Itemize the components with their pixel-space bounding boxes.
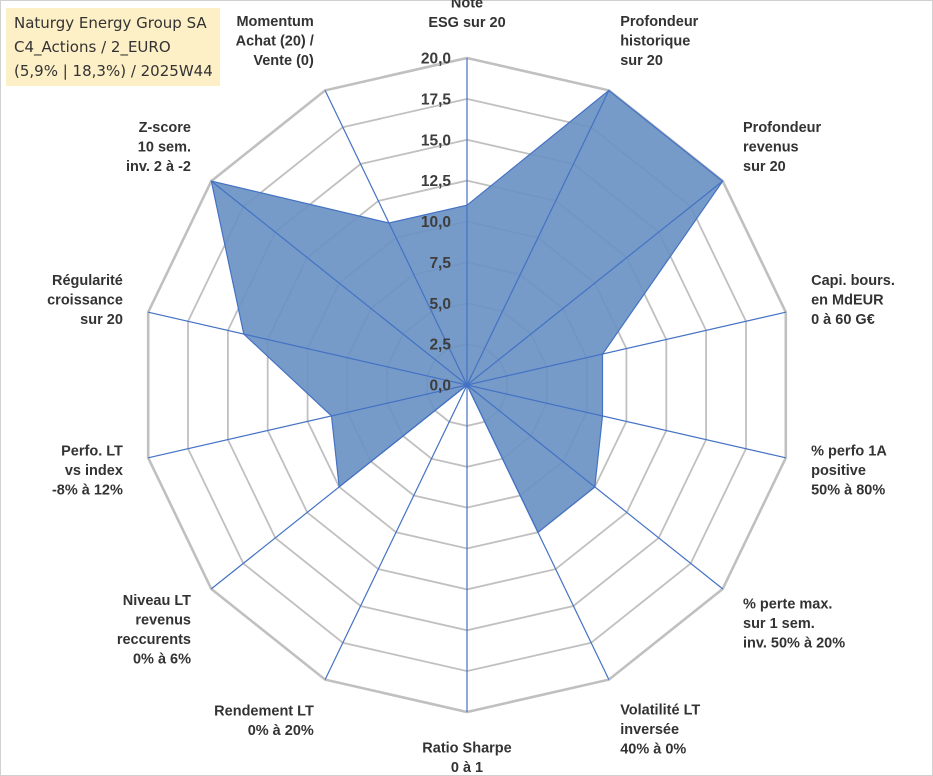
title-line-2: C4_Actions / 2_EURO [14,38,171,56]
axis-label-line: revenus [743,139,799,155]
axis-label-line: Ratio Sharpe [422,741,511,757]
axis-label-line: -8% à 12% [52,482,123,498]
tick-label: 12,5 [421,173,452,190]
axis-label-line: historique [620,33,690,49]
axis-label-line: 0 à 1 [451,760,483,776]
axis-label-7: Ratio Sharpe 0 à 1 [422,741,511,776]
axis-label-12: Z-score 10 sem. inv. 2 à -2 [126,120,191,175]
tick-layer: 0,0 2,5 5,0 7,5 10,0 12,5 15,0 17,5 20,0 [421,51,452,395]
axis-label-layer: Note ESG sur 20 Profondeur historique sur 20… [47,0,895,776]
axis-spoke-12 [210,180,468,386]
axis-label-line: sur 20 [80,312,123,328]
axis-label-3: Capi. bours. en MdEUR 0 à 60 G€ [811,273,895,328]
axis-label-line: Rendement LT [214,704,314,720]
axis-label-line: inversée [620,722,679,738]
axis-label-line: Profondeur [743,120,821,136]
axis-label-line: sur 20 [743,159,786,175]
chart-title-box: Naturgy Energy Group SA C4_Actions / 2_E… [6,8,220,86]
axis-label-line: 0% à 20% [248,723,314,739]
axis-spoke-8 [324,384,468,680]
axis-label-5: % perte max. sur 1 sem. inv. 50% à 20% [743,597,845,652]
axis-label-line: Z-score [139,120,191,136]
spoke-layer [148,58,786,712]
axis-label-line: positive [811,463,866,479]
axis-label-8: Rendement LT 0% à 20% [214,704,314,740]
title-line-1: Naturgy Energy Group SA [14,14,207,32]
tick-label: 7,5 [429,255,451,272]
axis-label-line: Profondeur [620,14,698,30]
axis-label-line: 0% à 6% [133,651,191,667]
axis-label-line: inv. 2 à -2 [126,159,191,175]
tick-label: 5,0 [429,296,451,313]
axis-label-1: Profondeur historique sur 20 [620,14,698,69]
axis-spoke-9 [210,384,468,590]
axis-spoke-11 [148,311,468,386]
axis-label-4: % perfo 1A positive 50% à 80% [811,443,887,498]
axis-label-6: Volatilité LT inversée 40% à 0% [620,703,700,758]
axis-spoke-6 [466,384,610,680]
axis-label-line: 40% à 0% [620,742,686,758]
axis-label-13: Momentum Achat (20) / Vente (0) [236,14,314,69]
axis-label-line: Perfo. LT [61,443,123,459]
axis-label-line: % perte max. [743,597,832,613]
axis-label-line: croissance [47,293,123,309]
axis-label-11: Régularité croissance sur 20 [47,273,123,328]
title-line-3: (5,9% | 18,3%) / 2025W44 [14,62,213,80]
axis-label-line: 0 à 60 G€ [811,312,875,328]
axis-label-0: Note ESG sur 20 [428,0,505,31]
axis-spoke-4 [466,384,786,459]
axis-label-line: revenus [135,612,191,628]
axis-label-line: Volatilité LT [620,703,700,719]
axis-label-line: Momentum [236,14,313,30]
axis-label-line: reccurents [117,632,191,648]
axis-label-line: Achat (20) / [236,33,314,49]
tick-label: 20,0 [421,51,451,68]
tick-label: 17,5 [421,91,452,108]
tick-label: 10,0 [421,214,451,231]
axis-label-line: 50% à 80% [811,482,885,498]
axis-label-line: inv. 50% à 20% [743,636,845,652]
axis-label-10: Perfo. LT vs index -8% à 12% [52,443,123,498]
axis-label-line: % perfo 1A [811,443,887,459]
axis-spoke-2 [466,180,724,386]
axis-spoke-1 [466,90,610,386]
axis-label-line: en MdEUR [811,293,884,309]
axis-spoke-10 [148,384,468,459]
axis-spoke-13 [324,90,468,386]
axis-label-line: Note [451,0,483,12]
axis-label-line: ESG sur 20 [428,15,505,31]
axis-spoke-5 [466,384,724,590]
axis-label-line: 10 sem. [138,139,191,155]
axis-label-line: sur 1 sem. [743,616,815,632]
axis-spoke-3 [466,311,786,386]
axis-label-line: Niveau LT [123,593,191,609]
axis-label-line: Régularité [52,273,123,289]
tick-label: 2,5 [429,337,451,354]
axis-label-line: Vente (0) [253,53,314,69]
axis-label-9: Niveau LT revenus reccurents 0% à 6% [117,593,191,668]
axis-label-line: Capi. bours. [811,273,895,289]
axis-label-line: sur 20 [620,53,663,69]
tick-label: 15,0 [421,132,451,149]
tick-label: 0,0 [429,378,451,395]
axis-label-line: vs index [65,463,123,479]
axis-label-2: Profondeur revenus sur 20 [743,120,821,175]
